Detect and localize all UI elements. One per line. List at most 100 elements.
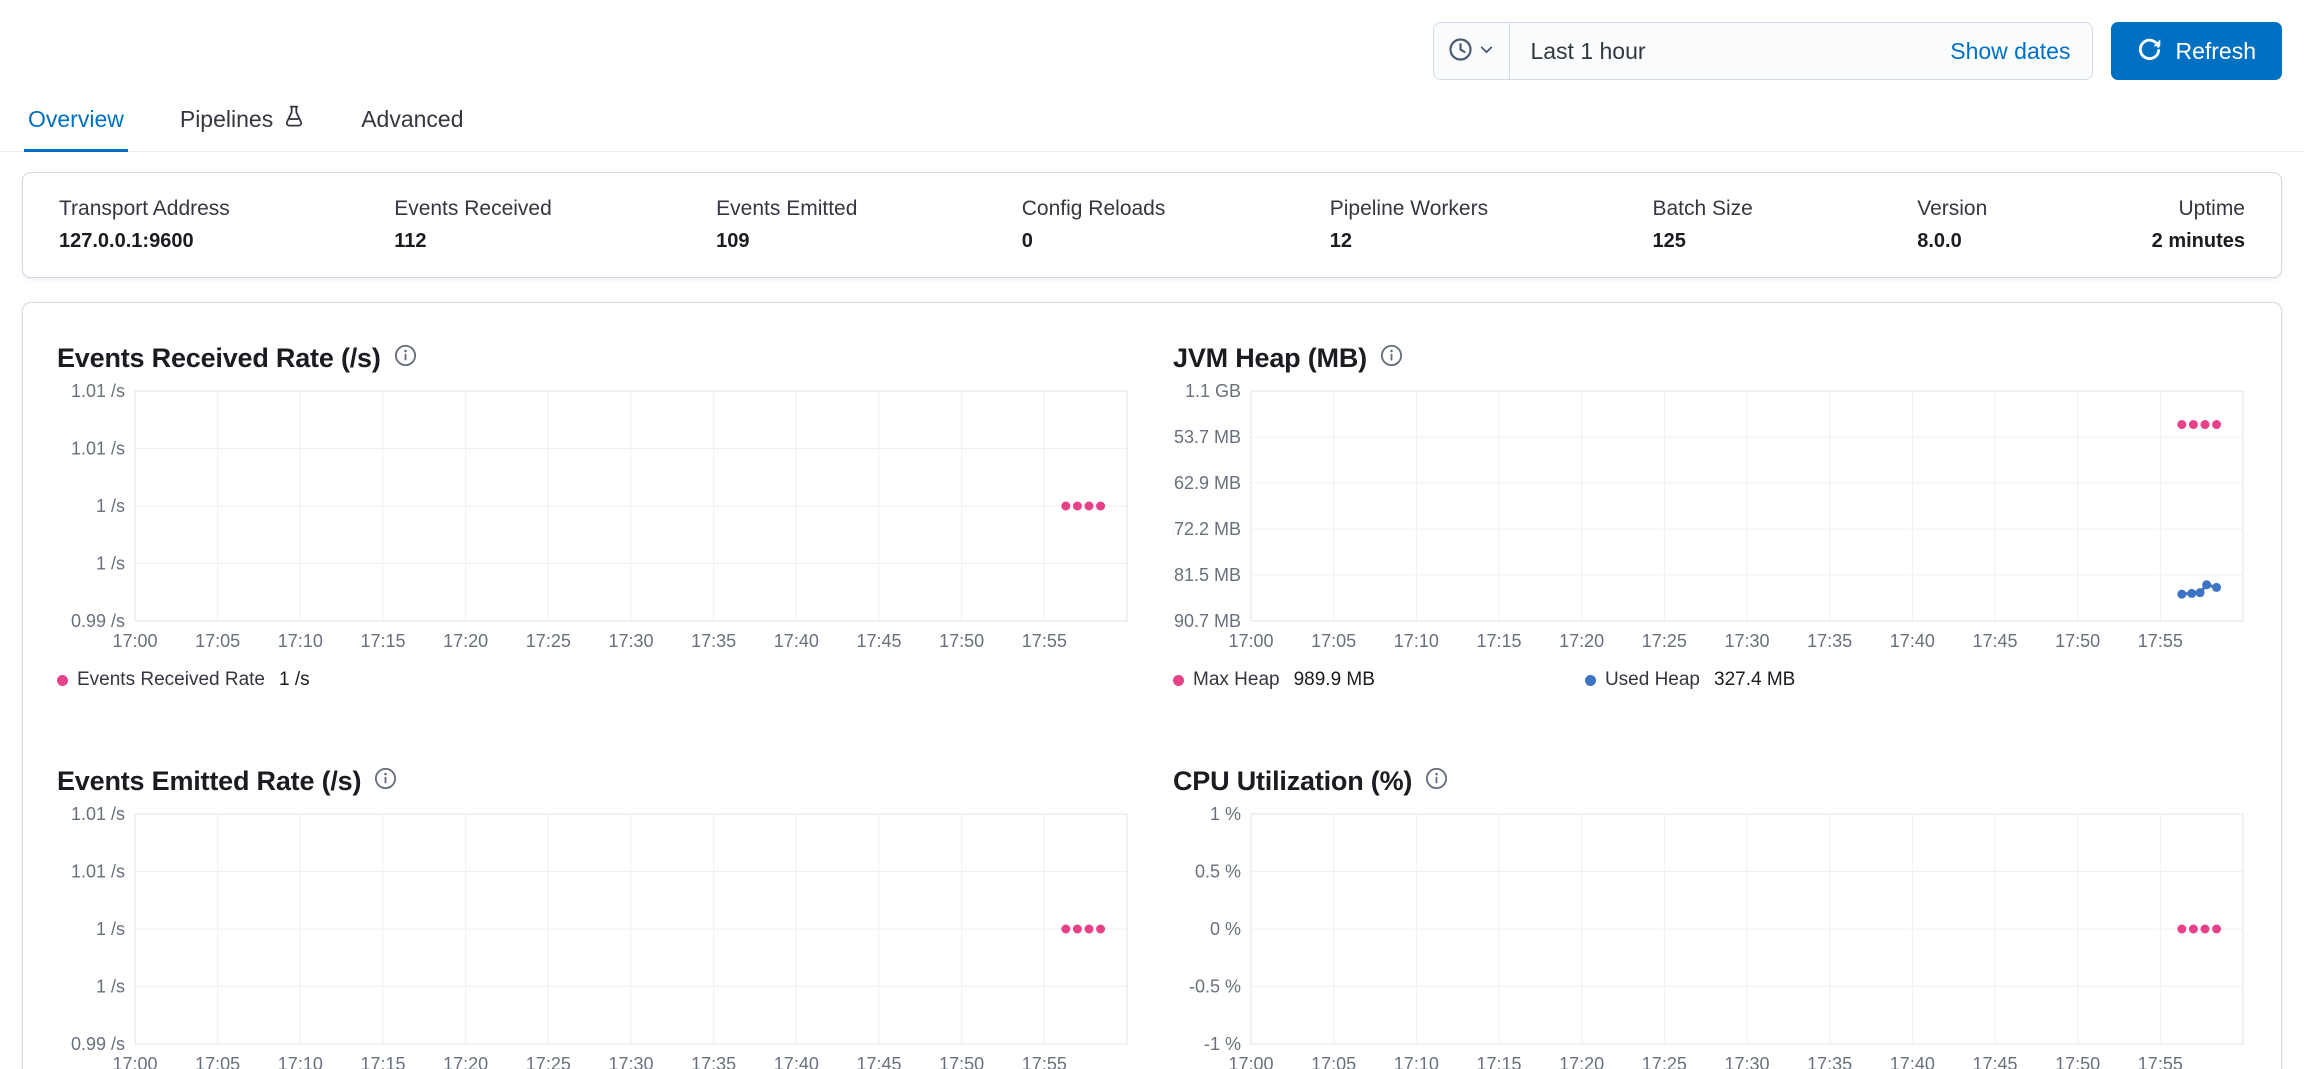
svg-text:17:40: 17:40 bbox=[774, 1054, 819, 1069]
svg-text:572.2 MB: 572.2 MB bbox=[1173, 519, 1241, 539]
chart-title: JVM Heap (MB) bbox=[1173, 342, 1367, 373]
chart-plot: 1.01 /s 1.01 /s 1 /s 1 /s 0.99 /s17:00 17:05 1… bbox=[71, 383, 1128, 651]
svg-text:0 %: 0 % bbox=[1210, 919, 1241, 939]
svg-text:1.01 /s: 1.01 /s bbox=[71, 383, 125, 401]
svg-text:1 /s: 1 /s bbox=[96, 919, 125, 939]
stat-label: Events Emitted bbox=[716, 197, 858, 220]
chart-cpu-utilization: CPU Utilization (%) 1 % 0.5 % 0 % -0.5 % -1 … bbox=[1173, 752, 2249, 1069]
svg-text:17:45: 17:45 bbox=[1972, 631, 2017, 651]
legend-dot bbox=[1584, 674, 1596, 686]
svg-text:17:30: 17:30 bbox=[608, 631, 653, 651]
stat-transport-address: Transport Address 127.0.0.1:9600 bbox=[59, 197, 230, 253]
legend-value: 989.9 MB bbox=[1293, 669, 1375, 690]
stat-label: Config Reloads bbox=[1021, 197, 1166, 220]
svg-text:17:35: 17:35 bbox=[1807, 1054, 1852, 1069]
info-icon[interactable] bbox=[1380, 344, 1403, 372]
stat-label: Events Received bbox=[394, 197, 552, 220]
tab-advanced[interactable]: Advanced bbox=[357, 90, 467, 152]
svg-text:17:55: 17:55 bbox=[1022, 1054, 1067, 1069]
stat-events-emitted: Events Emitted 109 bbox=[716, 197, 857, 253]
legend-item[interactable]: Events Received Rate 1 /s bbox=[57, 669, 310, 691]
stat-value: 8.0.0 bbox=[1917, 230, 1962, 252]
svg-text:17:20: 17:20 bbox=[1559, 631, 1604, 651]
legend-item[interactable]: Max Heap 989.9 MB bbox=[1173, 669, 1375, 691]
stat-label: Uptime bbox=[2178, 197, 2245, 220]
svg-text:17:30: 17:30 bbox=[1724, 631, 1769, 651]
svg-text:1.01 /s: 1.01 /s bbox=[71, 439, 125, 459]
top-bar: Last 1 hour Show dates Refresh bbox=[0, 0, 2304, 80]
tab-pipelines[interactable]: Pipelines bbox=[176, 90, 309, 152]
svg-text:1.01 /s: 1.01 /s bbox=[71, 862, 125, 882]
svg-text:17:05: 17:05 bbox=[1311, 1054, 1356, 1069]
time-quick-select-button[interactable] bbox=[1434, 23, 1511, 79]
svg-text:17:45: 17:45 bbox=[856, 631, 901, 651]
svg-text:17:55: 17:55 bbox=[2138, 631, 2183, 651]
svg-text:17:40: 17:40 bbox=[774, 631, 819, 651]
svg-text:17:25: 17:25 bbox=[1642, 1054, 1687, 1069]
svg-text:17:00: 17:00 bbox=[112, 1054, 157, 1069]
info-icon[interactable] bbox=[374, 767, 397, 795]
svg-text:17:50: 17:50 bbox=[2055, 631, 2100, 651]
svg-text:17:10: 17:10 bbox=[278, 631, 323, 651]
stats-panel: Transport Address 127.0.0.1:9600 Events … bbox=[22, 172, 2282, 278]
svg-text:17:15: 17:15 bbox=[360, 1054, 405, 1069]
svg-text:953.7 MB: 953.7 MB bbox=[1173, 427, 1241, 447]
chart-plot: 1.01 /s 1.01 /s 1 /s 1 /s 0.99 /s17:00 17:05 1… bbox=[71, 806, 1128, 1069]
svg-text:17:25: 17:25 bbox=[1642, 631, 1687, 651]
tab-pipelines-label: Pipelines bbox=[179, 105, 274, 132]
svg-text:17:35: 17:35 bbox=[691, 1054, 736, 1069]
svg-text:17:05: 17:05 bbox=[1311, 631, 1356, 651]
legend-label: Used Heap bbox=[1604, 669, 1700, 690]
chart-plot: 1 % 0.5 % 0 % -0.5 % -1 %17:00 17:05 17:10 17:1… bbox=[1189, 806, 2244, 1069]
legend-dot bbox=[57, 674, 68, 686]
svg-text:1.01 /s: 1.01 /s bbox=[71, 806, 125, 824]
tab-overview[interactable]: Overview bbox=[24, 90, 128, 152]
legend-label: Events Received Rate bbox=[77, 669, 265, 690]
stat-value: 109 bbox=[716, 230, 750, 252]
svg-text:17:10: 17:10 bbox=[1394, 631, 1439, 651]
show-dates-button[interactable]: Show dates bbox=[1928, 38, 2092, 65]
clock-icon bbox=[1448, 37, 1473, 65]
svg-text:17:45: 17:45 bbox=[1972, 1054, 2017, 1069]
stat-batch-size: Batch Size 125 bbox=[1652, 197, 1752, 253]
svg-text:17:00: 17:00 bbox=[1228, 631, 1273, 651]
chart-jvm-heap: JVM Heap (MB) 1.1 GB 953.7 MB 762.9 MB 572.… bbox=[1173, 329, 2249, 732]
refresh-button[interactable]: Refresh bbox=[2111, 22, 2282, 80]
time-range-value[interactable]: Last 1 hour bbox=[1530, 37, 1646, 64]
tabs: Overview Pipelines Advanced bbox=[0, 90, 2304, 152]
stat-label: Version bbox=[1917, 197, 1988, 220]
svg-text:0.99 /s: 0.99 /s bbox=[71, 1034, 125, 1054]
svg-text:17:55: 17:55 bbox=[1022, 631, 1067, 651]
stat-value: 0 bbox=[1021, 230, 1033, 252]
svg-text:17:30: 17:30 bbox=[1724, 1054, 1769, 1069]
svg-text:17:00: 17:00 bbox=[1228, 1054, 1273, 1069]
charts-panel: Events Received Rate (/s) 1.01 /s 1.01 /s… bbox=[22, 302, 2282, 1069]
stat-pipeline-workers: Pipeline Workers 12 bbox=[1330, 197, 1488, 253]
svg-text:17:50: 17:50 bbox=[939, 631, 984, 651]
tab-advanced-label: Advanced bbox=[361, 105, 464, 132]
chart-events-emitted-rate: Events Emitted Rate (/s) 1.01 /s 1.01 /s 1… bbox=[57, 752, 1133, 1069]
stat-events-received: Events Received 112 bbox=[394, 197, 552, 253]
svg-text:17:20: 17:20 bbox=[443, 631, 488, 651]
svg-text:381.5 MB: 381.5 MB bbox=[1173, 565, 1241, 585]
svg-text:190.7 MB: 190.7 MB bbox=[1173, 611, 1241, 631]
chevron-down-icon bbox=[1478, 41, 1495, 61]
stat-value: 127.0.0.1:9600 bbox=[59, 230, 194, 252]
stat-value: 125 bbox=[1652, 230, 1686, 252]
svg-text:1 /s: 1 /s bbox=[96, 496, 125, 516]
legend-label: Max Heap bbox=[1193, 669, 1280, 690]
legend-value: 327.4 MB bbox=[1714, 669, 1796, 690]
svg-text:17:50: 17:50 bbox=[2055, 1054, 2100, 1069]
svg-text:17:15: 17:15 bbox=[360, 631, 405, 651]
svg-text:17:00: 17:00 bbox=[112, 631, 157, 651]
svg-text:-1 %: -1 % bbox=[1204, 1034, 1241, 1054]
legend-item[interactable]: Used Heap 327.4 MB bbox=[1584, 669, 1796, 691]
info-icon[interactable] bbox=[1425, 767, 1448, 795]
svg-text:-0.5 %: -0.5 % bbox=[1189, 977, 1241, 997]
svg-text:1.1 GB: 1.1 GB bbox=[1185, 383, 1241, 401]
refresh-label: Refresh bbox=[2175, 37, 2256, 64]
svg-text:1 %: 1 % bbox=[1210, 806, 1241, 824]
chart-plot: 1.1 GB 953.7 MB 762.9 MB 572.2 MB 381.5 MB 19… bbox=[1173, 383, 2244, 651]
info-icon[interactable] bbox=[394, 344, 417, 372]
svg-text:17:05: 17:05 bbox=[195, 1054, 240, 1069]
